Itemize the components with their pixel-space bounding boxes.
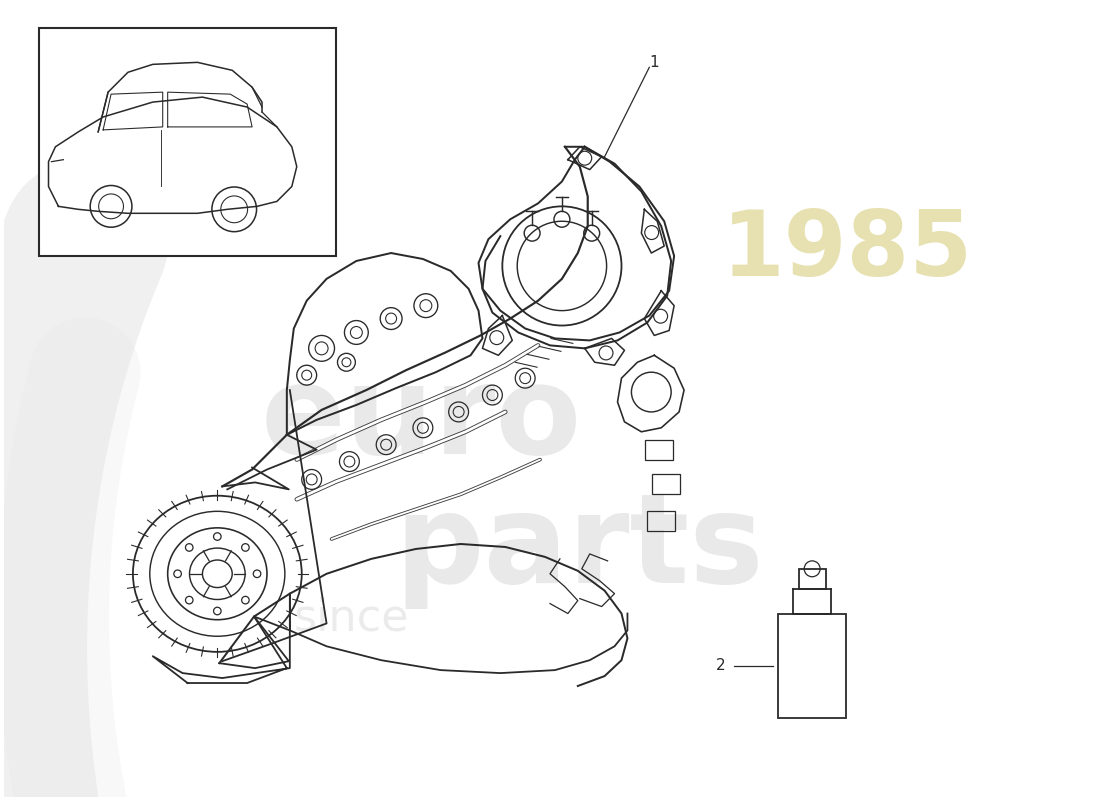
Text: since: since	[294, 597, 409, 640]
Bar	[646, 440, 673, 459]
Text: euro: euro	[261, 359, 582, 480]
Bar	[652, 474, 680, 494]
Text: 1985: 1985	[723, 207, 974, 295]
Bar	[39, 28, 337, 256]
Bar	[799, 569, 826, 589]
Text: 2: 2	[716, 658, 726, 673]
Bar	[779, 614, 846, 718]
Text: parts: parts	[395, 489, 764, 610]
Bar	[647, 511, 675, 531]
Text: 1: 1	[649, 55, 659, 70]
